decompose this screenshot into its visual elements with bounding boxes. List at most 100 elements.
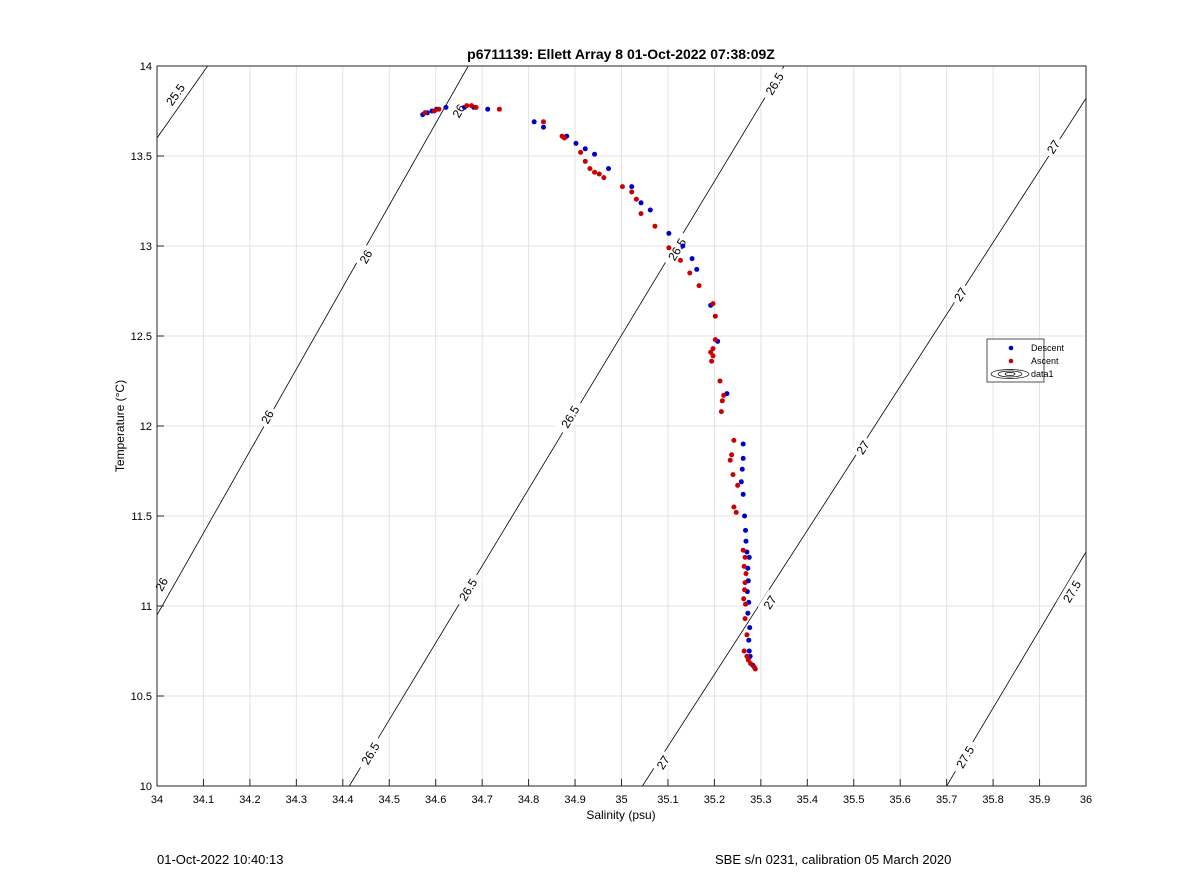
contour-label: 26 (354, 244, 378, 269)
x-axis-label: Salinity (psu) (586, 808, 655, 822)
ascent-point (729, 452, 735, 458)
contour-label: 27.5 (949, 738, 980, 776)
descent-point (743, 527, 749, 533)
descent-point (743, 538, 749, 544)
descent-point (647, 207, 653, 213)
ascent-point (696, 283, 702, 289)
ascent-point (666, 245, 672, 251)
descent-point (629, 184, 635, 190)
legend-descent-label: Descent (1031, 343, 1065, 353)
ascent-point (718, 409, 724, 415)
legend-ascent-marker (1008, 358, 1014, 364)
x-tick-label: 34.8 (518, 794, 539, 806)
legend-box (986, 338, 1045, 383)
ascent-point (730, 472, 736, 478)
contour-label-text: 26 (357, 247, 376, 266)
contour-label: 27 (651, 749, 675, 775)
ascent-point (731, 504, 737, 510)
descent-point (740, 455, 746, 461)
ascent-point (742, 616, 748, 622)
ascent-point (727, 457, 733, 463)
y-tick-label: 12.5 (131, 331, 152, 343)
ascent-point (677, 257, 683, 263)
descent-point (747, 625, 753, 631)
footer-timestamp: 01-Oct-2022 10:40:13 (157, 852, 284, 867)
ascent-point (496, 106, 502, 112)
grid-lines (157, 66, 1086, 786)
descent-point (605, 166, 611, 172)
data-points (420, 103, 758, 672)
ascent-point (540, 119, 546, 125)
descent-point (638, 200, 644, 206)
descent-point (694, 266, 700, 272)
x-tick-label: 35.9 (1029, 794, 1050, 806)
descent-point (745, 565, 751, 571)
ascent-point (431, 108, 437, 114)
contour-label-bg (661, 230, 693, 268)
x-tick-label: 35.3 (750, 794, 771, 806)
contour-label-bg (255, 404, 279, 430)
ascent-point (719, 398, 725, 404)
ascent-point (436, 106, 442, 112)
x-tick-label: 36 (1080, 794, 1092, 806)
x-tick-label: 35.7 (936, 794, 957, 806)
contour-label: 26.5 (661, 230, 693, 268)
contour-label: 27 (850, 434, 875, 460)
ascent-point (733, 509, 739, 515)
descent-point (742, 513, 748, 519)
contour-label: 27.5 (1056, 572, 1087, 610)
ascent-point (596, 171, 602, 177)
x-tick-label: 35.2 (704, 794, 725, 806)
contour-line (157, 66, 469, 616)
ascent-point (561, 135, 567, 141)
descent-point (744, 549, 750, 555)
x-tick-label: 35 (615, 794, 627, 806)
x-tick-label: 34.4 (332, 794, 353, 806)
contour-label: 26.5 (452, 571, 483, 608)
descent-point (745, 610, 751, 616)
x-tick-label: 34.9 (564, 794, 585, 806)
footer-calibration: SBE s/n 0231, calibration 05 March 2020 (715, 852, 952, 867)
contour-label: 27 (948, 281, 972, 307)
ascent-point (743, 601, 749, 607)
ascent-point (742, 580, 748, 586)
contour-label-bg (354, 244, 378, 269)
contour-label-bg (1056, 572, 1087, 610)
ascent-point (587, 166, 593, 172)
y-tick-label: 11.5 (131, 511, 152, 523)
y-tick-label: 11 (141, 601, 152, 613)
contour-label-bg (757, 589, 782, 615)
x-tick-label: 35.8 (982, 794, 1003, 806)
x-tick-label: 34.1 (193, 794, 214, 806)
legend[interactable]: Descent Ascent data1 (986, 338, 1065, 383)
descent-point (540, 124, 546, 130)
ascent-point (652, 223, 658, 229)
y-tick-label: 10 (140, 781, 152, 793)
ascent-point (752, 666, 758, 672)
ascent-point (742, 554, 748, 560)
descent-point (746, 648, 752, 654)
descent-point (740, 441, 746, 447)
contour-label-bg (447, 98, 470, 124)
contour-label-bg (159, 76, 192, 113)
ascent-point (473, 104, 479, 110)
descent-point (740, 491, 746, 497)
descent-point (739, 466, 745, 472)
contour-label: 26 (255, 404, 279, 430)
legend-descent-marker (1008, 345, 1014, 351)
ascent-point (629, 189, 635, 195)
descent-point (666, 230, 672, 236)
ascent-point (744, 632, 750, 638)
contour-label-bg (759, 65, 790, 103)
descent-point (738, 479, 744, 485)
x-axis-ticks: 34 34.1 34.2 34.3 34.4 34.5 34.6 34.7 34.8 34.9 35… (151, 779, 1092, 806)
legend-ascent-label: Ascent (1031, 356, 1059, 366)
ascent-point (741, 648, 747, 654)
contour-label-bg (554, 398, 586, 436)
ascent-point (717, 378, 723, 384)
contour-label-bg (949, 738, 980, 776)
contour-label-bg (850, 434, 875, 460)
ascent-point (721, 392, 727, 398)
ascent-point (741, 596, 747, 602)
